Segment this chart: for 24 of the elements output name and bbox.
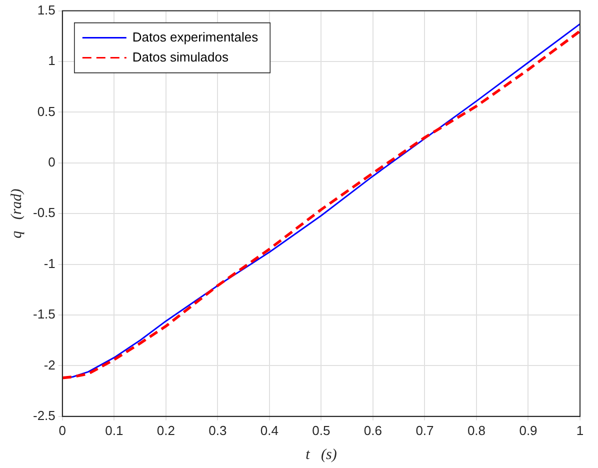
x-axis-title: t (s) [306, 446, 337, 463]
x-tick-label: 1 [576, 422, 584, 438]
x-tick-label: 0.5 [312, 422, 330, 438]
y-tick-label: 0.5 [37, 104, 56, 119]
y-tick-label: -0.5 [32, 205, 56, 220]
x-tick-label: 0.4 [260, 422, 278, 438]
y-tick-label: 1 [48, 53, 56, 68]
x-tick-label: 0.6 [364, 422, 382, 438]
y-tick-label: 1.5 [37, 2, 56, 18]
y-tick-label: -2.5 [32, 408, 56, 423]
legend-label: Datos experimentales [132, 29, 259, 44]
y-tick-label: -1.5 [32, 306, 56, 322]
legend-label: Datos simulados [132, 49, 229, 64]
x-tick-label: 0.8 [467, 422, 486, 438]
y-tick-label: -2 [44, 357, 56, 372]
x-tick-label: 0.7 [416, 422, 434, 438]
y-axis-title: q (rad) [8, 188, 25, 238]
x-tick-label: 0.1 [105, 422, 124, 438]
x-tick-label: 0.3 [208, 422, 227, 438]
y-tick-label: 0 [48, 154, 56, 170]
x-tick-label: 0.2 [156, 422, 175, 438]
x-tick-label: 0.9 [519, 422, 538, 438]
y-tick-label: -1 [44, 256, 56, 271]
x-tick-label: 0 [58, 422, 66, 438]
